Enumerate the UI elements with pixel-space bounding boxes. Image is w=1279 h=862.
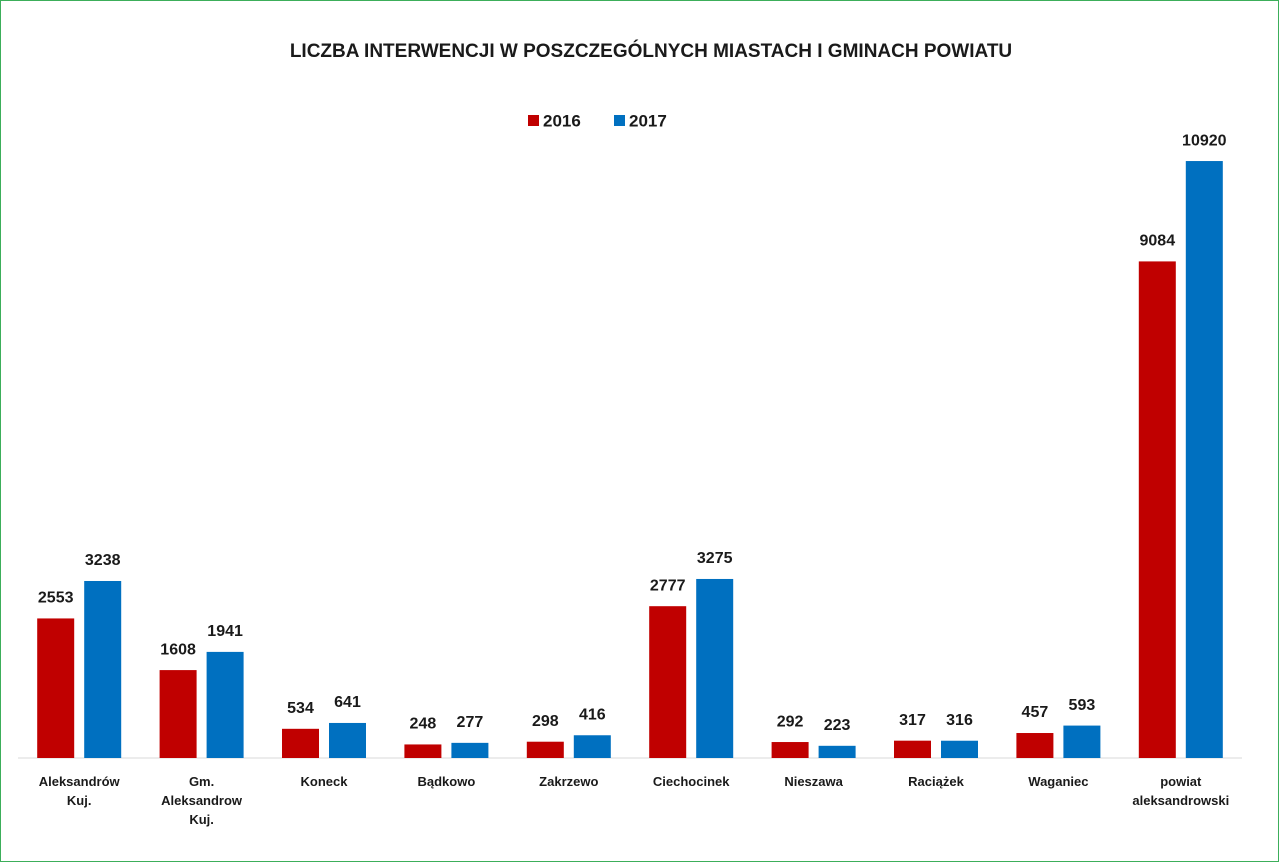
data-label: 9084: [1140, 233, 1176, 250]
x-tick-label: Gm. Aleksandrow Kuj.: [161, 774, 243, 827]
data-label: 277: [457, 714, 484, 731]
bar: [649, 606, 687, 758]
x-tick-label: Waganiec: [1028, 774, 1089, 789]
data-label: 1608: [160, 641, 196, 658]
bar: [1016, 733, 1054, 758]
bar: [818, 745, 856, 758]
bar: [894, 740, 931, 758]
legend-swatch: [528, 115, 539, 126]
bar: [206, 651, 244, 758]
data-label: 1941: [207, 623, 243, 640]
bar: [941, 740, 978, 758]
bar: [1063, 725, 1101, 758]
x-tick-label: Bądkowo: [417, 774, 476, 789]
x-tick-label: Zakrzewo: [539, 774, 599, 789]
bar: [84, 580, 122, 758]
legend-label: 2016: [543, 111, 581, 130]
data-label: 248: [410, 716, 437, 733]
bar: [404, 744, 442, 758]
data-label: 223: [824, 717, 851, 734]
data-label: 2553: [38, 590, 74, 607]
data-label: 2777: [650, 577, 686, 594]
x-tick-label: Koneck: [300, 774, 348, 789]
bar: [1138, 261, 1176, 758]
data-label: 316: [946, 712, 973, 729]
x-tick-label: powiat aleksandrowski: [1132, 774, 1230, 808]
bar: [451, 742, 489, 758]
data-label: 3275: [697, 550, 733, 567]
legend-label: 2017: [629, 111, 667, 130]
data-label: 3238: [85, 552, 121, 569]
data-label: 593: [1069, 697, 1096, 714]
x-tick-label: Ciechocinek: [652, 774, 730, 789]
bar: [696, 578, 734, 758]
x-tick-label: Aleksandrów Kuj.: [38, 774, 120, 808]
legend-swatch: [614, 115, 625, 126]
data-label: 317: [899, 712, 926, 729]
x-tick-label: Nieszawa: [784, 774, 843, 789]
x-tick-label: Raciążek: [908, 774, 964, 789]
bar: [1185, 161, 1223, 759]
bar: [282, 728, 319, 758]
bar: [37, 618, 75, 758]
data-label: 416: [579, 706, 606, 723]
bar: [771, 742, 809, 758]
data-label: 292: [777, 713, 804, 730]
data-label: 10920: [1182, 132, 1227, 149]
chart-title: LICZBA INTERWENCJI W POSZCZEGÓLNYCH MIAS…: [290, 40, 1012, 62]
bar: [573, 735, 611, 758]
bar: [329, 722, 366, 758]
data-label: 641: [334, 694, 361, 711]
data-label: 298: [532, 713, 559, 730]
data-label: 457: [1022, 704, 1049, 721]
bar: [526, 741, 564, 758]
bar: [159, 670, 197, 758]
data-label: 534: [287, 700, 314, 717]
